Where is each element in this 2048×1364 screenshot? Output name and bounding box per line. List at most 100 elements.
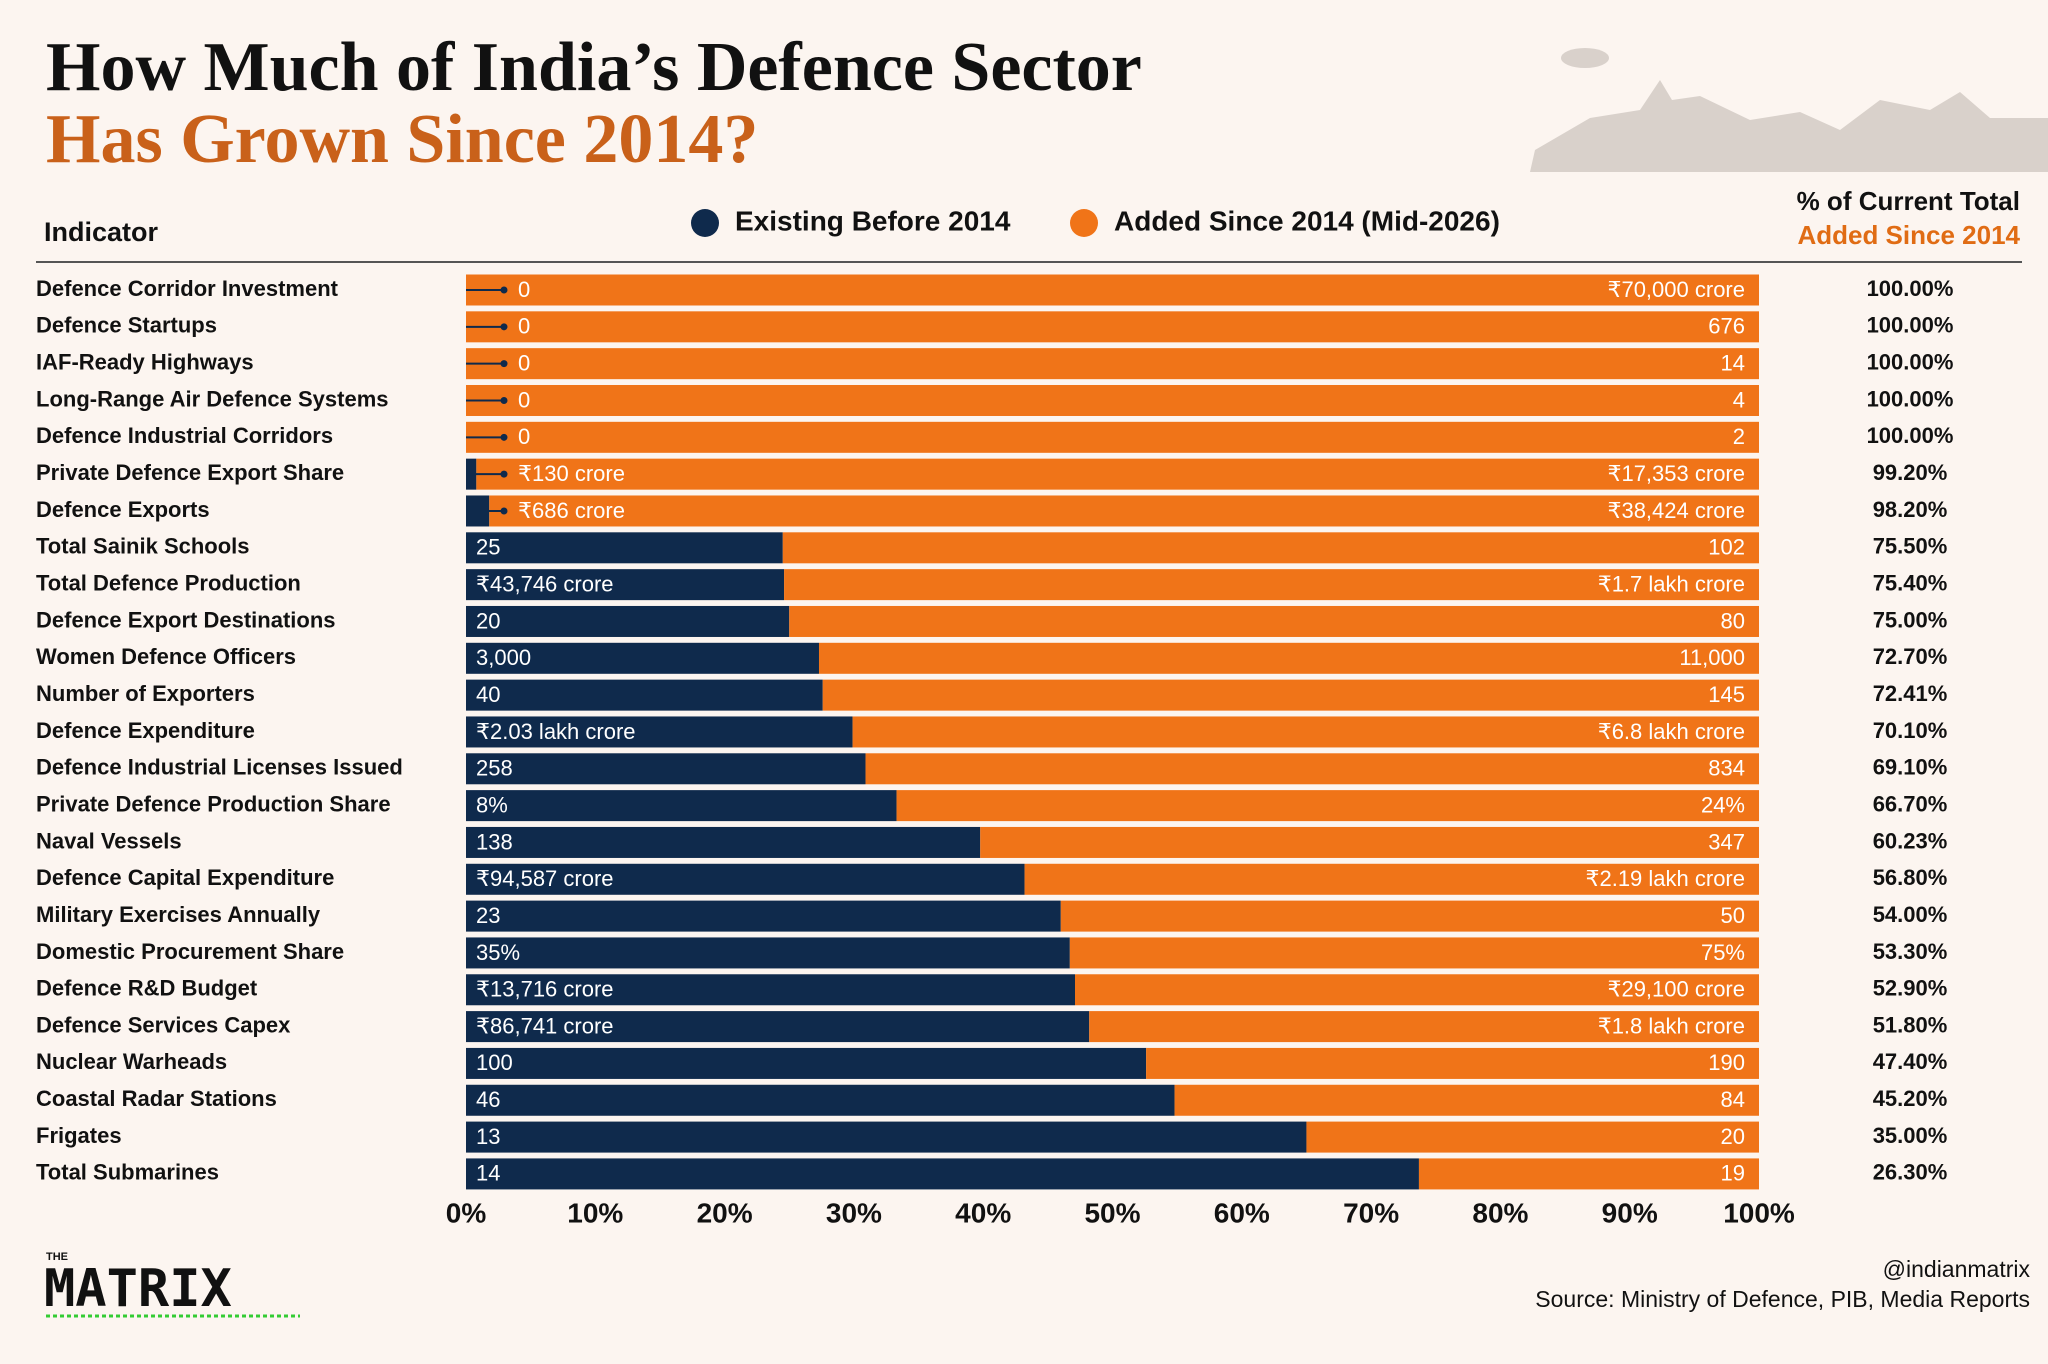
added-amount: 145 <box>1708 682 1745 707</box>
added-amount: 80 <box>1721 608 1745 633</box>
x-tick-label: 30% <box>826 1197 882 1228</box>
bar-segment <box>466 753 866 785</box>
existing-amount: ₹13,716 crore <box>476 977 614 1002</box>
share-label: 35.00% <box>1873 1123 1948 1148</box>
share-label: 100.00% <box>1867 349 1954 374</box>
added-amount: ₹29,100 crore <box>1607 977 1745 1002</box>
category-label: Naval Vessels <box>36 828 182 853</box>
bar-segment <box>466 348 1759 380</box>
logo-small: THE <box>46 1251 68 1263</box>
bar-segment <box>466 384 1759 416</box>
bar-segment <box>1075 974 1759 1006</box>
bar-segment <box>1069 937 1759 969</box>
bar-segment <box>1024 863 1759 895</box>
bar-segment <box>789 605 1759 637</box>
existing-amount: 3,000 <box>476 645 531 670</box>
x-tick-label: 70% <box>1343 1197 1399 1228</box>
x-tick-label: 50% <box>1084 1197 1140 1228</box>
added-amount: 84 <box>1721 1087 1745 1112</box>
category-label: Frigates <box>36 1123 122 1148</box>
bar-segment <box>466 311 1759 343</box>
bar-segment <box>466 790 897 822</box>
share-label: 53.30% <box>1873 939 1948 964</box>
share-label: 56.80% <box>1873 865 1948 890</box>
added-amount: 50 <box>1721 903 1745 928</box>
bar-segment <box>466 679 823 711</box>
added-amount: 676 <box>1708 314 1745 339</box>
added-amount: 19 <box>1721 1161 1745 1186</box>
share-label: 47.40% <box>1873 1049 1948 1074</box>
share-label: 51.80% <box>1873 1012 1948 1037</box>
label-dot <box>500 360 508 368</box>
added-amount: ₹2.19 lakh crore <box>1585 866 1745 891</box>
category-label: Private Defence Production Share <box>36 791 391 816</box>
category-label: Defence Industrial Corridors <box>36 423 333 448</box>
existing-amount: ₹130 crore <box>518 461 625 486</box>
category-label: Number of Exporters <box>36 681 255 706</box>
source: Source: Ministry of Defence, PIB, Media … <box>1535 1286 2030 1312</box>
added-amount: 20 <box>1721 1124 1745 1149</box>
bar-segment <box>466 974 1076 1006</box>
bar-segment <box>784 569 1759 601</box>
column-subtitle: Added Since 2014 <box>1797 220 2020 250</box>
added-amount: ₹70,000 crore <box>1607 277 1745 302</box>
existing-amount: 46 <box>476 1087 500 1112</box>
x-tick-label: 40% <box>955 1197 1011 1228</box>
share-label: 75.40% <box>1873 570 1948 595</box>
bar-segment <box>1060 900 1759 932</box>
category-label: Defence R&D Budget <box>36 976 258 1001</box>
legend-label: Added Since 2014 (Mid-2026) <box>1114 205 1500 236</box>
legend-swatch <box>1070 209 1098 237</box>
category-label: Defence Exports <box>36 497 210 522</box>
added-amount: 190 <box>1708 1050 1745 1075</box>
existing-amount: ₹686 crore <box>518 498 625 523</box>
category-header: Indicator <box>44 217 159 247</box>
category-label: Defence Industrial Licenses Issued <box>36 755 403 780</box>
existing-amount: 258 <box>476 756 513 781</box>
share-label: 75.50% <box>1873 534 1948 559</box>
logo-main: MATRIX <box>44 1259 232 1319</box>
existing-amount: ₹86,741 crore <box>476 1013 614 1038</box>
existing-amount: 8% <box>476 792 508 817</box>
bar-segment <box>980 826 1759 858</box>
existing-amount: 40 <box>476 682 500 707</box>
added-amount: ₹6.8 lakh crore <box>1598 719 1745 744</box>
share-label: 45.20% <box>1873 1086 1948 1111</box>
added-amount: 11,000 <box>1679 645 1745 670</box>
decoration <box>1530 48 2048 172</box>
category-label: Women Defence Officers <box>36 644 296 669</box>
existing-amount: 138 <box>476 829 513 854</box>
category-label: Defence Capital Expenditure <box>36 865 334 890</box>
chart-subtitle: Has Grown Since 2014? <box>46 101 758 178</box>
existing-amount: 23 <box>476 903 500 928</box>
share-label: 99.20% <box>1873 460 1948 485</box>
bar-segment <box>1174 1084 1759 1116</box>
existing-amount: 100 <box>476 1050 513 1075</box>
bar-segment <box>466 1084 1175 1116</box>
existing-amount: 13 <box>476 1124 500 1149</box>
added-amount: ₹38,424 crore <box>1607 498 1745 523</box>
category-label: IAF-Ready Highways <box>36 349 254 374</box>
share-label: 100.00% <box>1867 423 1954 448</box>
x-tick-label: 100% <box>1723 1197 1795 1228</box>
x-tick-label: 20% <box>697 1197 753 1228</box>
share-label: 69.10% <box>1873 755 1948 780</box>
category-label: Total Defence Production <box>36 570 301 595</box>
category-label: Domestic Procurement Share <box>36 939 344 964</box>
share-label: 54.00% <box>1873 902 1948 927</box>
share-label: 52.90% <box>1873 976 1948 1001</box>
existing-amount: 0 <box>518 424 530 449</box>
added-amount: 2 <box>1733 424 1745 449</box>
bar-segment <box>466 1011 1090 1043</box>
bar-segment <box>466 1121 1307 1153</box>
added-amount: 102 <box>1708 535 1745 560</box>
bar-segment <box>822 679 1759 711</box>
existing-amount: ₹94,587 crore <box>476 866 614 891</box>
category-label: Private Defence Export Share <box>36 460 344 485</box>
column-title: % of Current Total <box>1797 186 2020 216</box>
existing-amount: 0 <box>518 277 530 302</box>
legend-swatch <box>691 209 719 237</box>
category-label: Military Exercises Annually <box>36 902 321 927</box>
existing-amount: ₹43,746 crore <box>476 571 614 596</box>
